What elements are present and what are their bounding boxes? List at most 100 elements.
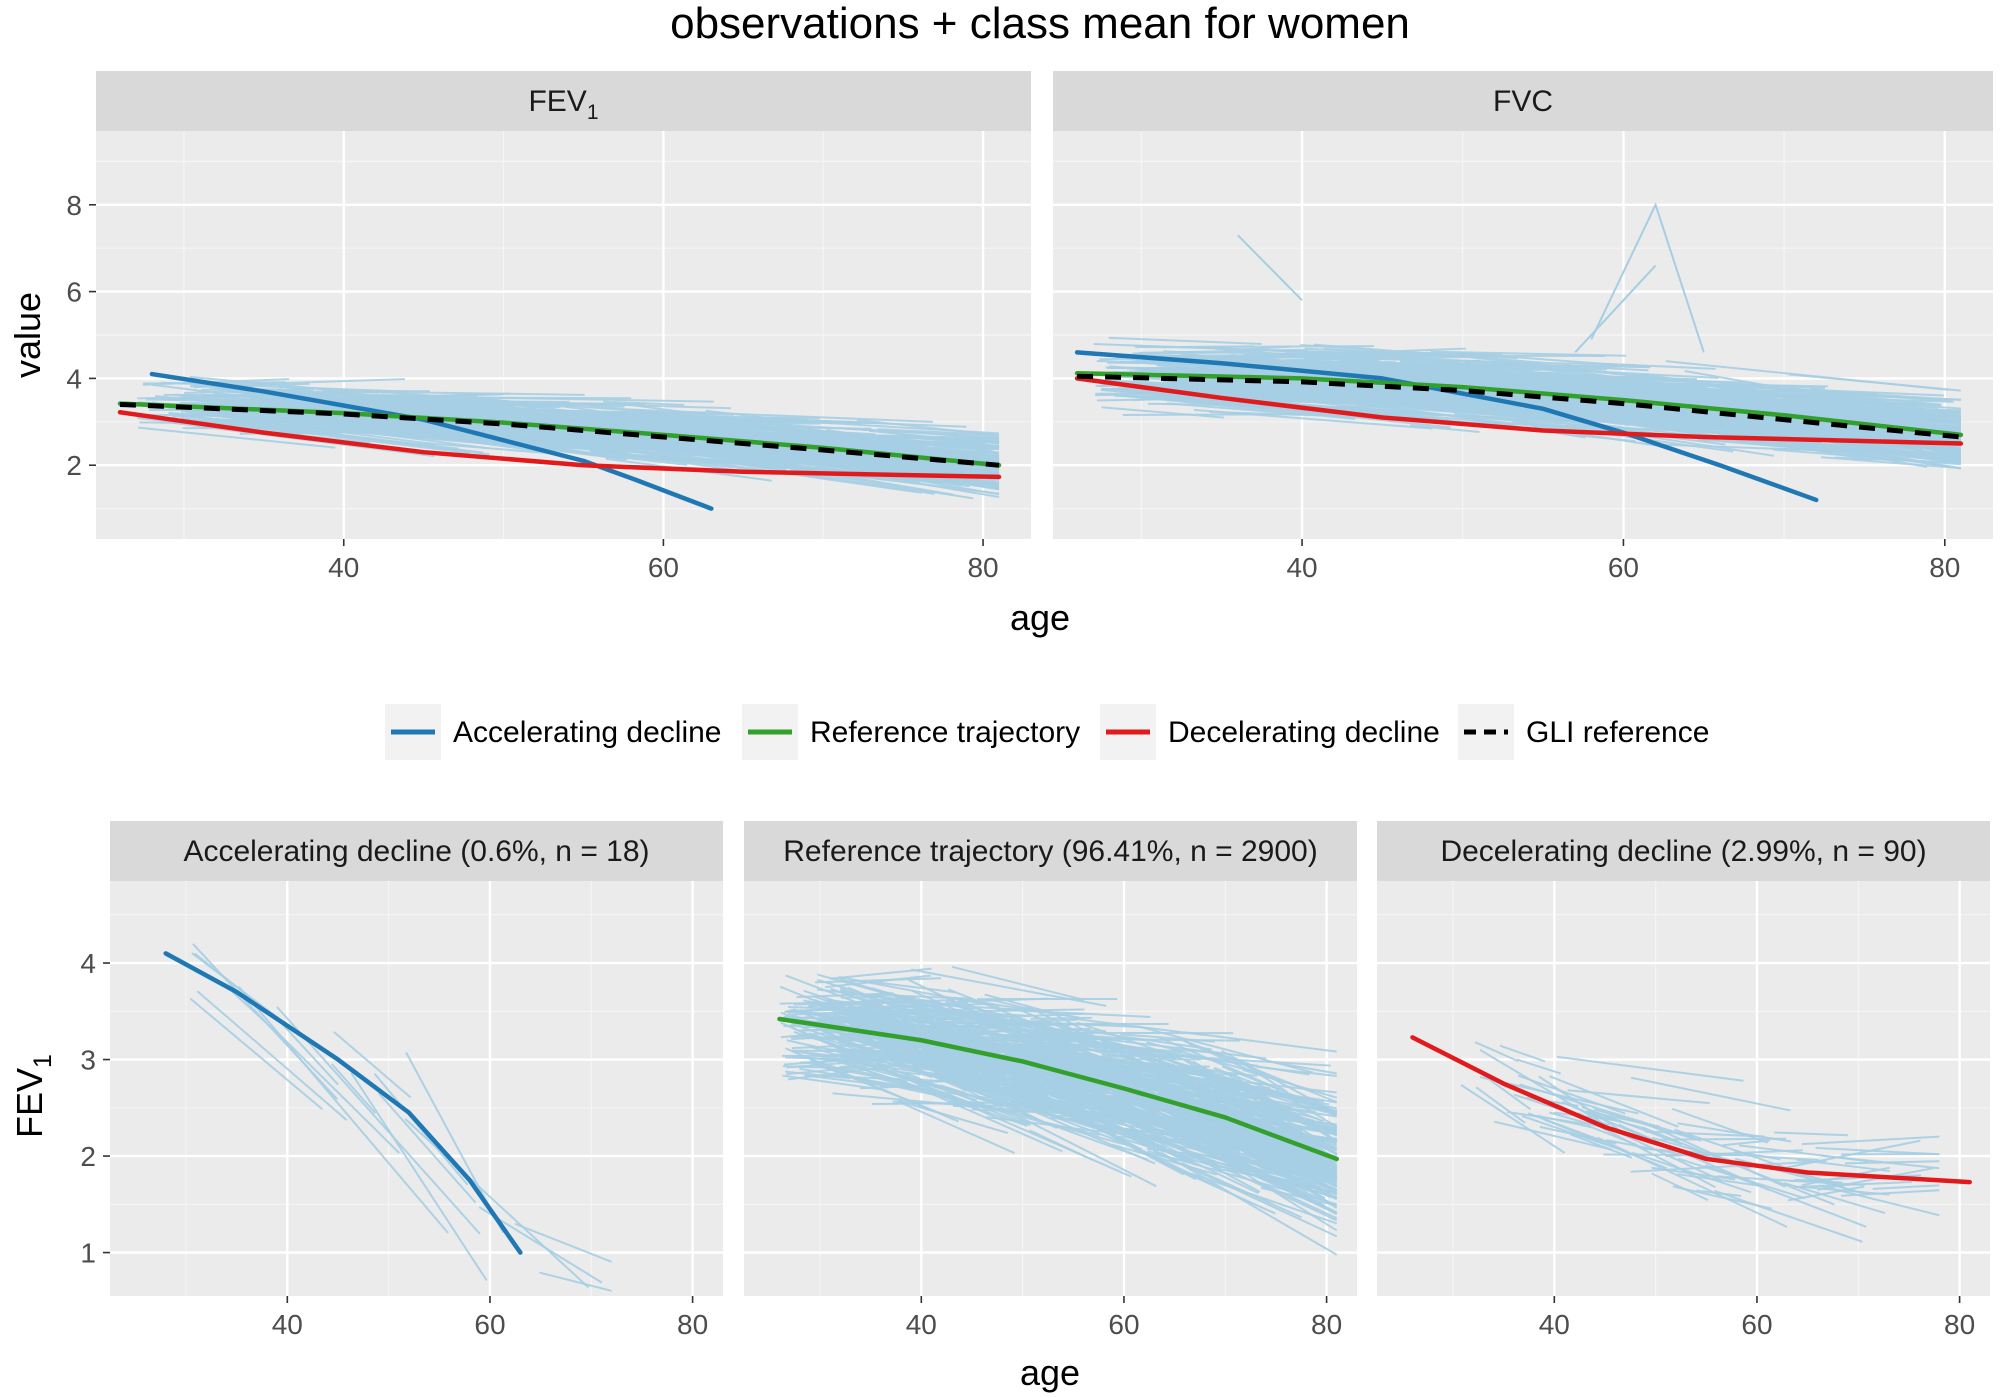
- x-tick-label: 80: [1929, 552, 1960, 583]
- observation-line: [1101, 406, 1225, 419]
- observation-line: [1275, 1089, 1338, 1128]
- observation-line: [1024, 1094, 1107, 1112]
- observation-line: [1340, 401, 1575, 432]
- observation-line: [1799, 1185, 1890, 1196]
- x-tick-label: 80: [1311, 1309, 1342, 1340]
- observation-line: [1147, 1071, 1238, 1076]
- observation-line: [1046, 1103, 1108, 1135]
- y-tick-label: 8: [66, 190, 82, 221]
- observation-line: [1474, 1041, 1519, 1063]
- panel: Accelerating decline (0.6%, n = 18) 40 60 8…: [80, 821, 723, 1340]
- observation-line: [1204, 1075, 1338, 1117]
- strip-label: FVC: [1493, 85, 1553, 118]
- observation-line: [953, 996, 1054, 1044]
- observation-line: [1386, 399, 1499, 404]
- observation-line: [1706, 394, 1862, 408]
- mean-lines: [1410, 1035, 1972, 1185]
- observation-line: [1288, 396, 1477, 414]
- observation-line: [1166, 402, 1297, 415]
- observation-line: [977, 1022, 1173, 1056]
- observation-line: [1274, 1141, 1334, 1167]
- observation-line: [1549, 1075, 1679, 1128]
- observation-line: [1536, 1114, 1592, 1129]
- observation-line: [1642, 1147, 1820, 1162]
- observation-line: [1156, 364, 1260, 374]
- observation-line: [1153, 1073, 1269, 1086]
- observation-line: [984, 993, 1055, 1015]
- top-x-axis-title: age: [1010, 597, 1070, 638]
- observation-line: [1848, 410, 1951, 420]
- observation-line: [424, 441, 554, 455]
- observation-line: [645, 454, 781, 468]
- observation-line: [191, 952, 279, 1019]
- observation-line: [1079, 1031, 1237, 1082]
- observation-line: [1630, 1076, 1791, 1112]
- x-tick-label: 60: [648, 552, 679, 583]
- legend-label: Decelerating decline: [1168, 716, 1440, 749]
- observation-line: [898, 1101, 1015, 1154]
- observation-line: [1090, 1036, 1267, 1060]
- observation-line: [1185, 1031, 1337, 1053]
- observation-line: [900, 1079, 1063, 1153]
- bottom-x-axis-title: age: [1020, 1352, 1080, 1393]
- observation-line: [1677, 1122, 1792, 1143]
- observation-line: [1147, 1150, 1338, 1206]
- observation-line: [1069, 1087, 1133, 1116]
- observation-line: [880, 1040, 1067, 1114]
- observation-line: [1194, 1129, 1338, 1192]
- panel: FVC 40 60 80: [1053, 71, 1993, 583]
- panel: Decelerating decline (2.99%, n = 90) 40 60…: [1377, 821, 1990, 1340]
- observation-line: [816, 988, 971, 1009]
- observation-line: [331, 1063, 377, 1114]
- observation-line: [1120, 1033, 1215, 1043]
- observation-line: [1132, 351, 1244, 355]
- observation-line: [796, 1024, 869, 1053]
- observation-line: [189, 375, 333, 391]
- observation-line: [295, 396, 565, 425]
- observation-line: [1220, 1106, 1337, 1130]
- observation-line: [785, 1070, 851, 1080]
- panel-strip: [110, 821, 723, 881]
- observation-line: [952, 1096, 1143, 1151]
- x-tick-label: 80: [1944, 1309, 1975, 1340]
- bottom-y-axis-title: FEV1: [9, 1054, 57, 1138]
- series-line-accelerating: [1074, 350, 1819, 503]
- observation-line: [1125, 353, 1384, 366]
- observation-line: [1677, 1173, 1761, 1187]
- observation-line: [1053, 1096, 1117, 1111]
- observation-line: [1224, 1107, 1271, 1125]
- y-tick-label: 4: [66, 363, 82, 394]
- observation-line: [790, 1009, 950, 1043]
- observation-line: [239, 420, 364, 433]
- observation-line: [1671, 1107, 1769, 1144]
- observation-line: [160, 381, 408, 393]
- observation-line: [1815, 415, 1888, 421]
- strip-label: Reference trajectory (96.41%, n = 2900): [783, 835, 1317, 868]
- observation-line: [1095, 390, 1348, 397]
- observation-line: [1788, 373, 1961, 392]
- x-tick-label: 40: [272, 1309, 303, 1340]
- observation-line: [180, 416, 470, 454]
- panel-strip: [1053, 71, 1993, 131]
- observation-line: [1149, 1053, 1331, 1067]
- observation-line: [1652, 1136, 1733, 1162]
- observation-line: [904, 1052, 951, 1071]
- observation-line: [189, 997, 324, 1111]
- x-tick-label: 60: [474, 1309, 505, 1340]
- observation-line: [1820, 456, 1961, 470]
- observation-line: [169, 413, 258, 418]
- observation-line: [1460, 1084, 1566, 1154]
- observation-line: [1009, 1099, 1096, 1130]
- observation-line: [1689, 418, 1792, 427]
- observation-lines: [189, 943, 612, 1292]
- observation-line: [672, 445, 954, 496]
- observation-line: [1593, 1108, 1702, 1142]
- observation-line: [1783, 1182, 1886, 1215]
- mean-lines: [163, 951, 523, 1255]
- observation-line: [1544, 1118, 1668, 1170]
- observation-line: [274, 1015, 339, 1086]
- observation-line: [1847, 407, 1961, 415]
- observation-line: [845, 1062, 1028, 1127]
- observation-line: [827, 1048, 896, 1053]
- observation-line: [973, 1073, 1018, 1080]
